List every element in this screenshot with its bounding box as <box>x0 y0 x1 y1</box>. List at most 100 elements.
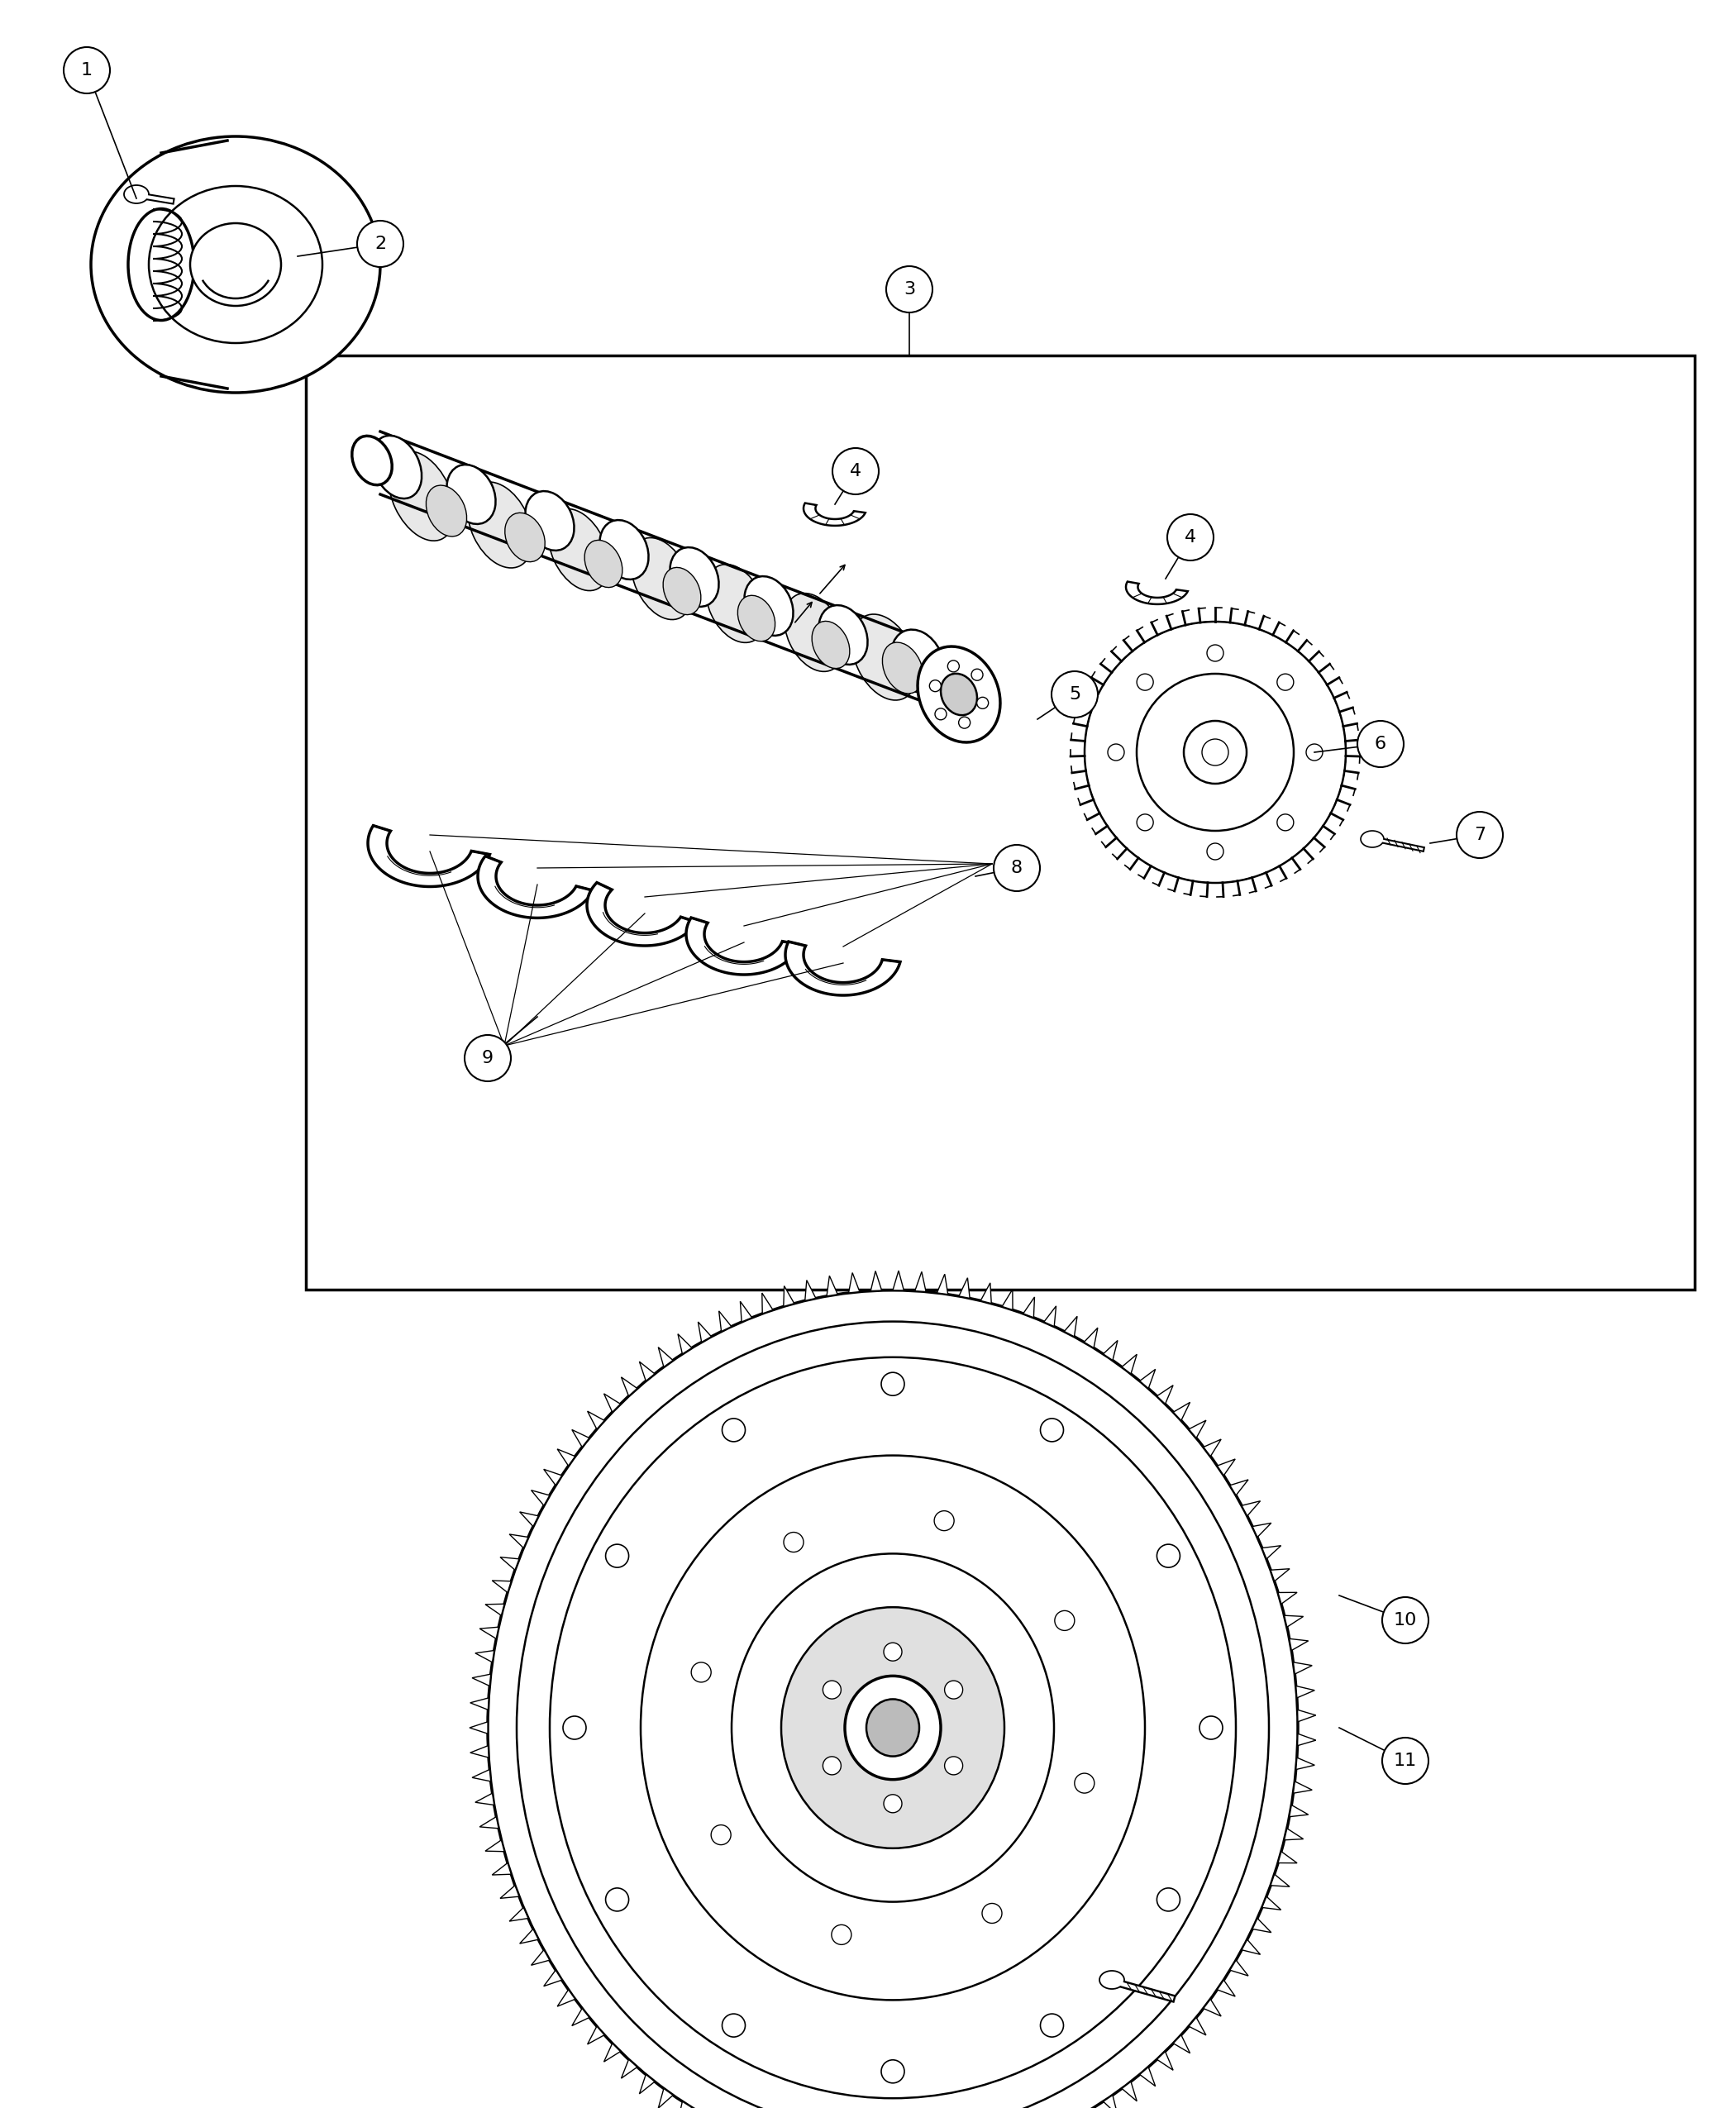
Polygon shape <box>472 1769 491 1781</box>
Polygon shape <box>698 1322 712 1343</box>
Polygon shape <box>1156 1385 1174 1404</box>
Circle shape <box>722 2013 745 2036</box>
Ellipse shape <box>517 1322 1269 2108</box>
Polygon shape <box>1271 1874 1290 1887</box>
Circle shape <box>884 1794 903 1813</box>
Polygon shape <box>543 1971 562 1986</box>
Circle shape <box>885 266 932 312</box>
Polygon shape <box>477 856 594 917</box>
Polygon shape <box>1290 1804 1309 1817</box>
Polygon shape <box>1002 1290 1012 1309</box>
Ellipse shape <box>467 483 533 567</box>
Circle shape <box>929 681 941 691</box>
Ellipse shape <box>941 675 977 715</box>
Circle shape <box>722 1419 745 1442</box>
Ellipse shape <box>505 512 545 563</box>
Polygon shape <box>476 1651 495 1663</box>
Polygon shape <box>1278 1851 1297 1863</box>
Polygon shape <box>621 2060 637 2078</box>
Polygon shape <box>1297 1710 1316 1722</box>
Polygon shape <box>531 1950 550 1965</box>
Polygon shape <box>491 1863 510 1874</box>
Ellipse shape <box>1361 831 1384 847</box>
Polygon shape <box>531 1490 550 1505</box>
Ellipse shape <box>663 567 701 616</box>
Text: 9: 9 <box>483 1050 493 1067</box>
Polygon shape <box>604 1393 620 1412</box>
Polygon shape <box>958 1277 970 1299</box>
Polygon shape <box>1104 1341 1118 1360</box>
Polygon shape <box>639 2074 654 2093</box>
Circle shape <box>358 221 403 268</box>
Ellipse shape <box>446 464 495 525</box>
Polygon shape <box>1285 1828 1304 1840</box>
Polygon shape <box>1290 1638 1309 1651</box>
Polygon shape <box>804 504 865 525</box>
Circle shape <box>1278 675 1293 691</box>
Ellipse shape <box>745 575 793 637</box>
Polygon shape <box>1141 2068 1156 2087</box>
Ellipse shape <box>731 1554 1054 1901</box>
Polygon shape <box>479 1627 498 1638</box>
Polygon shape <box>479 1817 498 1828</box>
Ellipse shape <box>352 436 392 485</box>
Circle shape <box>1156 1889 1180 1912</box>
Circle shape <box>944 1756 963 1775</box>
Ellipse shape <box>781 1606 1005 1849</box>
Polygon shape <box>1293 1663 1312 1674</box>
Polygon shape <box>658 2089 674 2108</box>
Polygon shape <box>686 917 800 974</box>
Polygon shape <box>1203 1998 1220 2015</box>
Circle shape <box>1184 721 1246 784</box>
Polygon shape <box>1156 2051 1174 2070</box>
Polygon shape <box>639 1362 654 1381</box>
Text: 11: 11 <box>1394 1752 1417 1769</box>
Polygon shape <box>491 1581 510 1592</box>
Polygon shape <box>1023 1296 1035 1318</box>
Circle shape <box>1055 1611 1075 1629</box>
Ellipse shape <box>599 521 649 580</box>
Polygon shape <box>1262 1897 1281 1910</box>
Polygon shape <box>557 1448 575 1465</box>
Polygon shape <box>849 1273 859 1292</box>
Polygon shape <box>621 1377 637 1395</box>
Text: 6: 6 <box>1375 736 1387 753</box>
Circle shape <box>983 1904 1002 1922</box>
Circle shape <box>934 1511 955 1530</box>
Polygon shape <box>1271 1568 1290 1581</box>
Circle shape <box>833 449 878 495</box>
Circle shape <box>1040 1419 1064 1442</box>
Text: 4: 4 <box>1184 529 1196 546</box>
Circle shape <box>1305 744 1323 761</box>
Polygon shape <box>1217 1459 1236 1476</box>
Ellipse shape <box>630 538 693 620</box>
Circle shape <box>823 1680 840 1699</box>
Text: 3: 3 <box>903 280 915 297</box>
Circle shape <box>972 668 983 681</box>
Polygon shape <box>937 1273 948 1294</box>
Polygon shape <box>1174 2034 1191 2053</box>
Polygon shape <box>1104 2095 1118 2108</box>
Circle shape <box>944 1680 963 1699</box>
Polygon shape <box>1174 1402 1191 1421</box>
Polygon shape <box>500 1885 519 1899</box>
Polygon shape <box>1252 1918 1271 1933</box>
Ellipse shape <box>891 630 944 694</box>
Polygon shape <box>981 1284 991 1303</box>
Polygon shape <box>826 1275 838 1296</box>
Circle shape <box>1085 622 1345 883</box>
Polygon shape <box>1297 1758 1314 1769</box>
Text: 7: 7 <box>1474 826 1486 843</box>
Ellipse shape <box>550 1358 1236 2097</box>
Text: 5: 5 <box>1069 685 1080 702</box>
Circle shape <box>1207 843 1224 860</box>
Circle shape <box>562 1716 587 1739</box>
Polygon shape <box>783 1286 793 1307</box>
Polygon shape <box>1121 2083 1137 2102</box>
Ellipse shape <box>372 436 422 497</box>
Circle shape <box>1137 814 1153 831</box>
Ellipse shape <box>488 1290 1299 2108</box>
Ellipse shape <box>191 223 281 306</box>
Polygon shape <box>519 1511 538 1526</box>
Text: 8: 8 <box>1010 860 1023 877</box>
